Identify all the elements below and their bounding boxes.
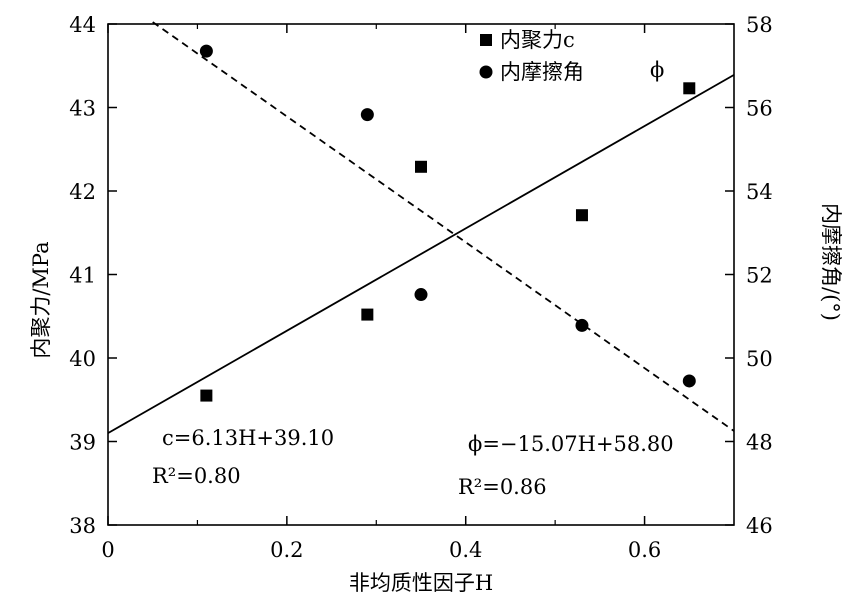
cohesion-point bbox=[200, 389, 213, 402]
left-y-tick-label: 39 bbox=[69, 431, 96, 455]
friction-angle-point bbox=[414, 288, 428, 302]
right-y-tick-label: 50 bbox=[746, 347, 773, 371]
fit-lines bbox=[107, 21, 735, 434]
cohesion-point bbox=[683, 82, 696, 95]
x-axis-title: 非均质性因子H bbox=[349, 571, 493, 595]
left-y-tick-label: 44 bbox=[69, 13, 96, 37]
friction-fit-equation: ϕ=−15.07H+58.80 bbox=[468, 432, 674, 456]
legend-label-friction-angle: 内摩擦角 bbox=[500, 60, 584, 84]
left-y-tick-label: 40 bbox=[69, 347, 96, 371]
x-tick-label: 0 bbox=[101, 538, 114, 562]
friction-angle-point bbox=[682, 374, 696, 388]
right-y-tick-label: 54 bbox=[746, 180, 773, 204]
right-axis-ticks: 46 48 50 52 54 56 58 bbox=[725, 13, 773, 538]
left-axis-ticks: 38 39 40 41 42 43 44 bbox=[69, 13, 117, 538]
right-y-tick-label: 48 bbox=[746, 431, 773, 455]
phi-symbol-annotation: ϕ bbox=[650, 58, 664, 82]
cohesion-fit-equation: c=6.13H+39.10 bbox=[162, 426, 334, 450]
friction-fit-line bbox=[152, 21, 735, 432]
friction-angle-point bbox=[575, 318, 589, 332]
right-axis-title: 内摩擦角/(°) bbox=[819, 203, 842, 321]
friction-fit-r2: R²=0.86 bbox=[458, 475, 547, 499]
legend-square-marker bbox=[480, 34, 492, 46]
cohesion-point bbox=[575, 209, 588, 222]
cohesion-fit-line bbox=[107, 74, 735, 434]
legend: 内聚力c 内摩擦角 ϕ bbox=[479, 28, 664, 84]
cohesion-point bbox=[415, 160, 427, 173]
x-tick-label: 0.6 bbox=[628, 538, 661, 562]
left-axis-title: 内聚力/MPa bbox=[29, 241, 53, 358]
friction-angle-point bbox=[199, 44, 213, 58]
cohesion-fit-r2: R²=0.80 bbox=[152, 464, 241, 488]
friction-angle-point bbox=[360, 108, 374, 122]
right-y-tick-label: 46 bbox=[746, 514, 773, 538]
left-y-tick-label: 43 bbox=[69, 97, 96, 121]
x-tick-label: 0.4 bbox=[449, 538, 482, 562]
right-y-tick-label: 58 bbox=[746, 13, 773, 37]
x-tick-label: 0.2 bbox=[270, 538, 303, 562]
right-y-tick-label: 52 bbox=[746, 264, 773, 288]
cohesion-point bbox=[361, 308, 374, 321]
left-y-tick-label: 42 bbox=[69, 180, 96, 204]
left-y-tick-label: 38 bbox=[69, 514, 96, 538]
legend-label-cohesion: 内聚力c bbox=[500, 28, 575, 52]
data-markers bbox=[199, 44, 696, 402]
right-y-tick-label: 56 bbox=[746, 97, 773, 121]
left-y-tick-label: 41 bbox=[69, 264, 96, 288]
x-axis-ticks: 0 0.2 0.4 0.6 bbox=[101, 24, 661, 562]
legend-circle-marker bbox=[479, 65, 493, 79]
